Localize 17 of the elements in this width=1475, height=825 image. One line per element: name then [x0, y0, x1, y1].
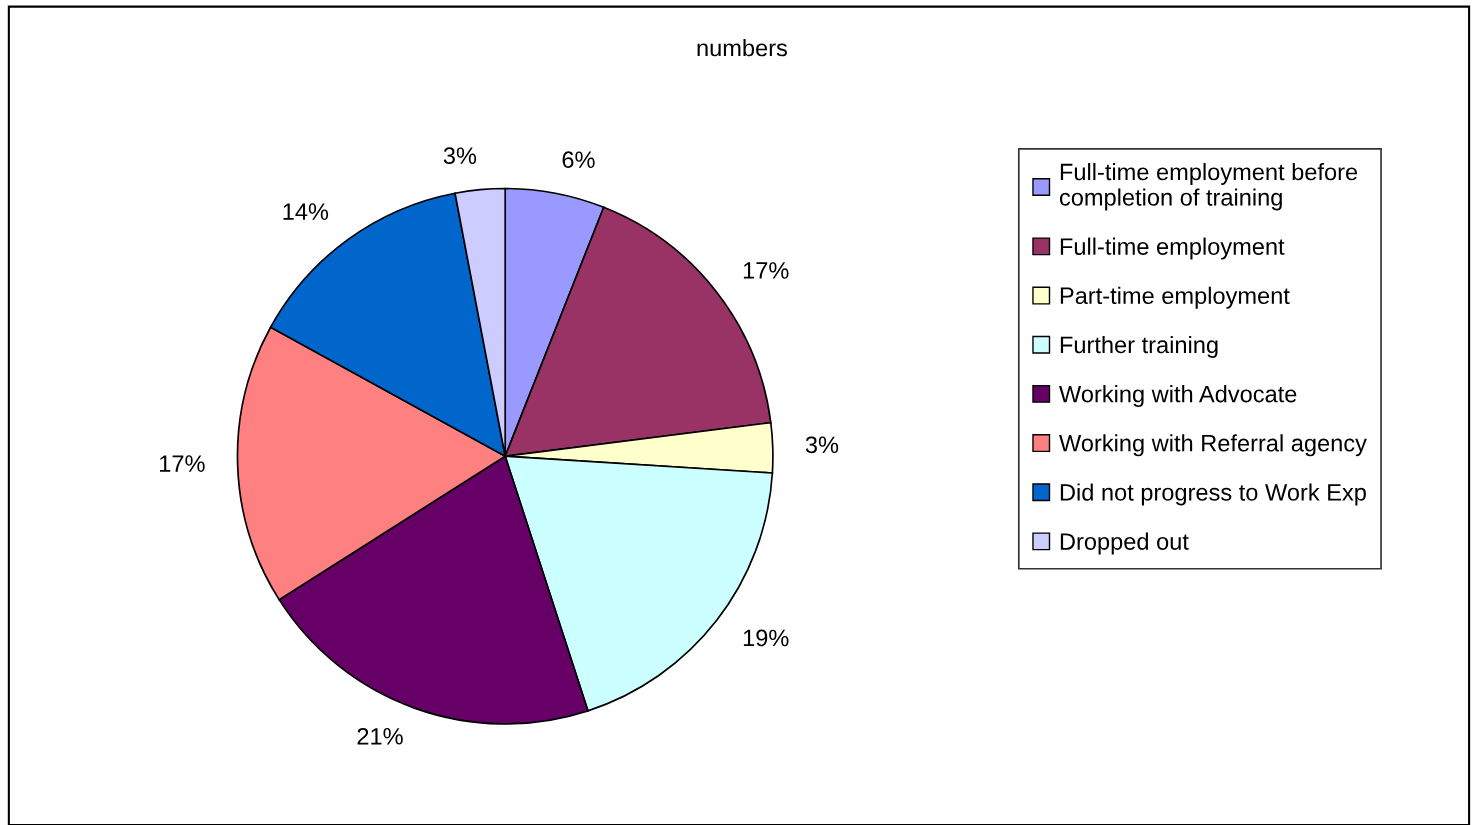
- legend-label: Part-time employment: [1060, 286, 1290, 309]
- legend-label: Working with Referral agency: [1059, 434, 1367, 457]
- data-label: 3%: [443, 147, 477, 165]
- data-label: 3%: [805, 436, 839, 454]
- legend-label: Full-time employment: [1060, 237, 1285, 260]
- data-label: 17%: [743, 262, 789, 279]
- chart-title: numbers: [697, 39, 788, 57]
- legend-label: Further training: [1060, 335, 1218, 358]
- data-label: 6%: [562, 151, 595, 169]
- data-label: 14%: [283, 203, 329, 220]
- data-label: 19%: [743, 629, 789, 647]
- legend-label: Did not progress to Work Exp: [1060, 483, 1366, 506]
- legend-label: Working with Advocate: [1059, 385, 1297, 408]
- legend-label: Full-time employment before completion of training: [1059, 162, 1358, 211]
- legend-label: Dropped out: [1060, 532, 1189, 555]
- data-label: 17%: [160, 455, 205, 472]
- data-label: 21%: [357, 727, 403, 745]
